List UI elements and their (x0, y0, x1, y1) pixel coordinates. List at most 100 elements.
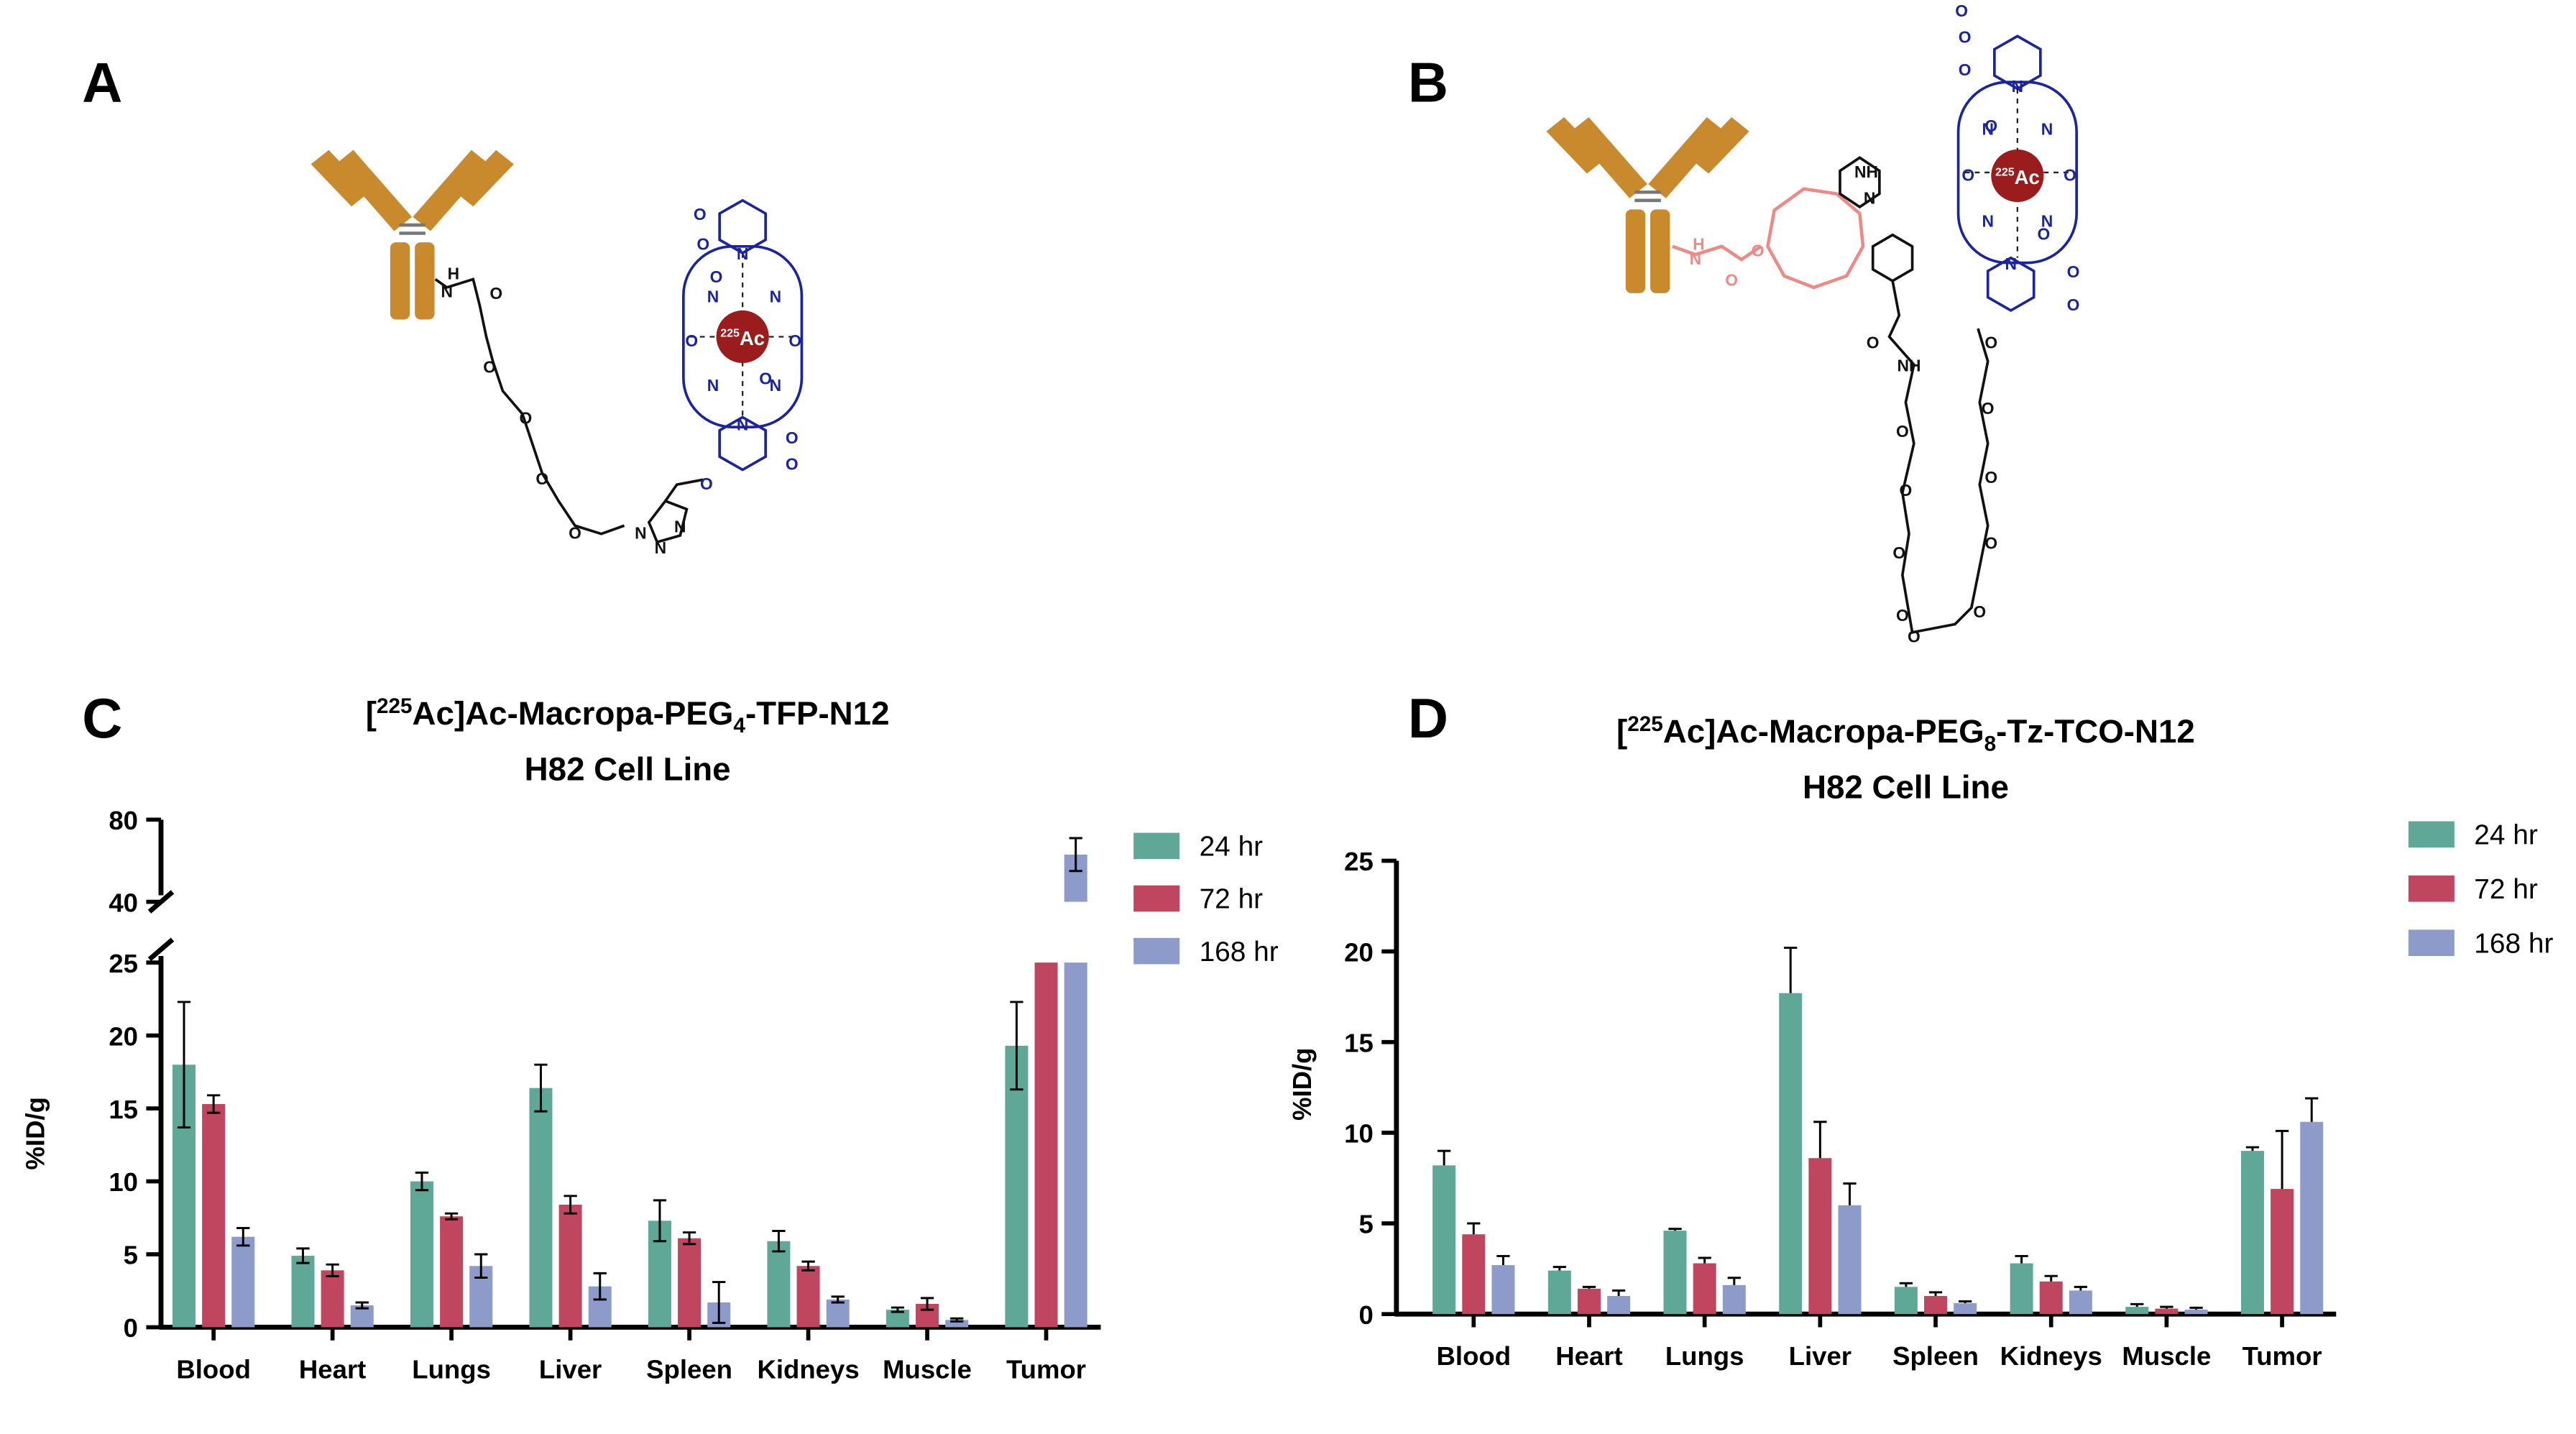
x-tick-label: Lungs (412, 1354, 491, 1384)
panel-label: B (1408, 52, 1448, 114)
atom-label: O (1900, 481, 1913, 500)
atom-label: N (770, 376, 782, 395)
atom-label: O (1982, 399, 1995, 418)
x-tick-label: Liver (539, 1354, 602, 1384)
legend-label: 168 hr (2474, 928, 2553, 959)
error-bar (355, 1301, 369, 1310)
x-tick-label: Muscle (2122, 1341, 2211, 1371)
atom-label: O (1896, 606, 1909, 625)
error-bar (177, 1001, 191, 1129)
error-bar (682, 1231, 696, 1246)
metal-label: 225Ac (720, 327, 765, 349)
error-bar (2305, 1097, 2319, 1122)
atom-label: O (2067, 262, 2080, 281)
x-tick-label: Kidneys (757, 1354, 859, 1384)
legend-swatch (2408, 929, 2455, 956)
atom-label: O (700, 474, 713, 493)
atom-label: N (737, 415, 749, 434)
atom-label: N (1982, 211, 1994, 230)
atom-label: O (2067, 295, 2080, 314)
error-bar (593, 1272, 607, 1301)
atom-label: N (737, 244, 749, 263)
y-tick-label: 20 (109, 1021, 138, 1051)
atom-label: O (1867, 333, 1880, 351)
atom-label: O (520, 409, 533, 428)
error-bar (1010, 1001, 1024, 1091)
atom-label: NH (1897, 356, 1920, 374)
error-bar (920, 1297, 934, 1311)
y-tick-label: 25 (1344, 847, 1374, 876)
atom-label: H (448, 264, 460, 282)
atom-label: N (2012, 77, 2024, 96)
atom-label: N (2005, 254, 2017, 273)
error-bar (772, 1230, 786, 1253)
atom-label: N (441, 282, 453, 301)
bar (678, 1238, 702, 1328)
error-bar (2160, 1305, 2174, 1309)
atom-label: O (535, 469, 548, 488)
y-tick-label: 10 (109, 1167, 138, 1197)
bar (1005, 1045, 1029, 1328)
error-bar (1899, 1282, 1913, 1287)
atom-label: N (674, 517, 686, 536)
error-bar (1582, 1285, 1596, 1289)
x-tick-label: Tumor (1006, 1354, 1086, 1384)
legend-label: 72 hr (1200, 884, 1264, 915)
error-bar (1552, 1266, 1566, 1271)
bar (202, 1103, 226, 1328)
error-bar (1698, 1256, 1711, 1264)
error-bar (950, 1317, 964, 1323)
bar (826, 1299, 850, 1328)
error-bar (207, 1094, 221, 1114)
error-bar (1813, 1121, 1827, 1159)
atom-label: O (1973, 602, 1986, 621)
bar (410, 1181, 433, 1328)
bar (1607, 1295, 1631, 1315)
legend-label: 24 hr (2474, 820, 2538, 851)
atom-label: N (2041, 119, 2053, 138)
metal: Ac (740, 327, 765, 349)
bar (2300, 1121, 2324, 1315)
y-tick-label: 25 (109, 949, 138, 978)
bar (291, 1256, 315, 1328)
y-tick-label: 10 (1344, 1119, 1374, 1149)
atom-label: N (635, 524, 647, 543)
atom-label: O (1955, 1, 1968, 20)
atom-label: N (1690, 249, 1702, 268)
error-bar (1668, 1228, 1682, 1231)
x-tick-label: Spleen (1892, 1341, 1979, 1371)
atom-label: O (786, 455, 799, 474)
bar (1064, 962, 1087, 1328)
atom-label: O (1725, 271, 1738, 290)
atom-label: O (1892, 543, 1905, 562)
bar (1838, 1205, 1862, 1315)
bar (1808, 1158, 1832, 1315)
axis-break (147, 937, 175, 962)
x-tick-label: Heart (299, 1354, 366, 1384)
error-bar (1843, 1182, 1857, 1205)
bar (231, 1236, 255, 1328)
x-tick-label: Blood (1437, 1341, 1512, 1371)
y-tick-label: 40 (109, 888, 138, 917)
atom-label: O (1984, 533, 1997, 552)
atom-label: O (696, 234, 709, 253)
error-bar (1438, 1149, 1451, 1166)
legend-label: 72 hr (2474, 874, 2538, 905)
isotope: 225 (720, 327, 740, 339)
bar (796, 1266, 820, 1328)
error-bar (326, 1263, 339, 1277)
legend-swatch (2408, 821, 2455, 848)
error-bar (1611, 1289, 1626, 1296)
error-bar (712, 1281, 726, 1324)
legend-label: 24 hr (1200, 832, 1264, 863)
bar (2271, 1189, 2294, 1315)
atom-label: N (707, 376, 719, 395)
error-bar (444, 1212, 459, 1221)
error-bar (474, 1253, 488, 1279)
bar (2069, 1290, 2092, 1315)
atom-label: O (710, 267, 723, 286)
bar (2125, 1307, 2149, 1315)
error-bar (2015, 1254, 2028, 1264)
atom-label: NH (1854, 162, 1878, 181)
